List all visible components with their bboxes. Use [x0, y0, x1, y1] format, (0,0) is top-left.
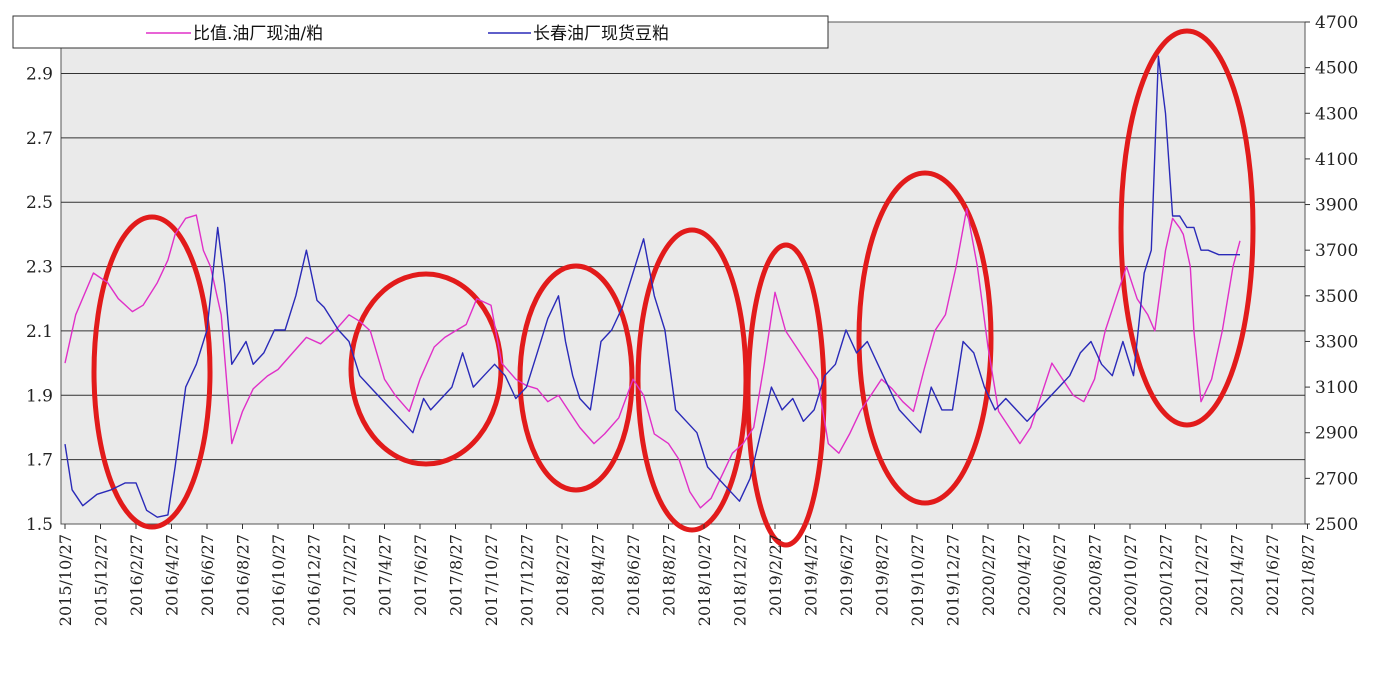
highlight-ellipse-3 — [517, 263, 635, 493]
x-tick-label: 2019/2/27 — [766, 534, 785, 616]
x-tick-label: 2019/10/27 — [908, 534, 927, 626]
y-right-tick-label: 2500 — [1315, 515, 1358, 535]
series — [64, 55, 1241, 518]
x-tick-label: 2018/12/27 — [731, 534, 750, 626]
y-right-tick-label: 3300 — [1315, 332, 1358, 352]
y-left-tick-label: 2.7 — [26, 129, 53, 149]
x-tick-label: 2019/6/27 — [837, 534, 856, 616]
series-line-ratio — [64, 207, 1241, 509]
legend-box — [12, 15, 829, 49]
x-tick-label: 2016/12/27 — [305, 534, 324, 626]
x-tick-label: 2020/2/27 — [979, 534, 998, 616]
y-right-tick-label: 3900 — [1315, 196, 1358, 216]
x-tick-label: 2019/12/27 — [944, 534, 963, 626]
x-tick-label: 2017/8/27 — [447, 534, 466, 616]
x-tick-label: 2017/6/27 — [411, 534, 430, 616]
x-tick-label: 2020/4/27 — [1015, 534, 1034, 616]
legend: 比值.油厂现油/粕 长春油厂现货豆粕 — [12, 15, 829, 49]
x-tick-label: 2020/12/27 — [1157, 534, 1176, 626]
y-right-tick-label: 4100 — [1315, 150, 1358, 170]
x-tick-label: 2016/8/27 — [234, 534, 253, 616]
x-tick-label: 2018/8/27 — [660, 534, 679, 616]
y-right-tick-label: 4500 — [1315, 59, 1358, 79]
y-right-tick-label: 2700 — [1315, 469, 1358, 489]
y-right-tick-label: 3700 — [1315, 241, 1358, 261]
y-left-tick-label: 2.9 — [26, 64, 53, 84]
highlight-circles — [91, 28, 1256, 548]
x-tick-label: 2017/12/27 — [518, 534, 537, 626]
grid — [61, 72, 1305, 461]
x-tick-label: 2015/10/27 — [56, 534, 75, 626]
x-tick-label: 2018/2/27 — [553, 534, 572, 616]
highlight-ellipse-5 — [745, 242, 827, 548]
x-tick-label: 2016/4/27 — [163, 534, 182, 616]
y-right-tick-label: 3500 — [1315, 287, 1358, 307]
x-tick-label: 2021/2/27 — [1192, 534, 1211, 616]
y-right-tick-label: 4700 — [1315, 13, 1358, 33]
x-tick-label: 2016/10/27 — [269, 534, 288, 626]
x-tick-label: 2021/6/27 — [1263, 534, 1282, 616]
y-left-tick-label: 2.5 — [26, 193, 53, 213]
x-tick-label: 2016/2/27 — [127, 534, 146, 616]
legend-label-meal: 长春油厂现货豆粕 — [533, 24, 669, 44]
x-tick-label: 2021/4/27 — [1228, 534, 1247, 616]
y-right-tick-label: 3100 — [1315, 378, 1358, 398]
x-tick-label: 2020/6/27 — [1050, 534, 1069, 616]
x-tick-label: 2020/10/27 — [1121, 534, 1140, 626]
y-left-tick-label: 2.3 — [26, 258, 53, 278]
x-tick-label: 2017/4/27 — [376, 534, 395, 616]
y-left-tick-label: 2.1 — [26, 322, 53, 342]
y-right-tick-label: 4300 — [1315, 104, 1358, 124]
x-tick-label: 2017/2/27 — [340, 534, 359, 616]
axes: 1.5 1.7 1.9 2.1 2.3 2.5 2.7 2.9 2500 2700 2900 3100… — [26, 13, 1358, 626]
y-left-tick-label: 1.9 — [26, 386, 53, 406]
x-tick-label: 2018/10/27 — [695, 534, 714, 626]
y-left-tick-label: 1.5 — [26, 515, 53, 535]
series-line-meal — [64, 55, 1240, 518]
highlight-ellipse-1 — [91, 214, 213, 530]
x-tick-label: 2016/6/27 — [198, 534, 217, 616]
x-tick-label: 2018/4/27 — [589, 534, 608, 616]
highlight-ellipse-6 — [856, 170, 994, 506]
x-tick-label: 2021/8/27 — [1299, 534, 1318, 616]
x-tick-label: 2020/8/27 — [1086, 534, 1105, 616]
highlight-ellipse-7 — [1118, 28, 1256, 428]
x-tick-label: 2019/4/27 — [802, 534, 821, 616]
y-right-tick-label: 2900 — [1315, 424, 1358, 444]
x-tick-label: 2019/8/27 — [873, 534, 892, 616]
x-tick-label: 2015/12/27 — [92, 534, 111, 626]
plot-area — [60, 21, 1306, 525]
highlight-ellipse-2 — [348, 271, 504, 467]
x-tick-label: 2017/10/27 — [482, 534, 501, 626]
x-tick-label: 2018/6/27 — [624, 534, 643, 616]
y-left-tick-label: 1.7 — [26, 451, 53, 471]
legend-label-ratio: 比值.油厂现油/粕 — [193, 24, 323, 44]
